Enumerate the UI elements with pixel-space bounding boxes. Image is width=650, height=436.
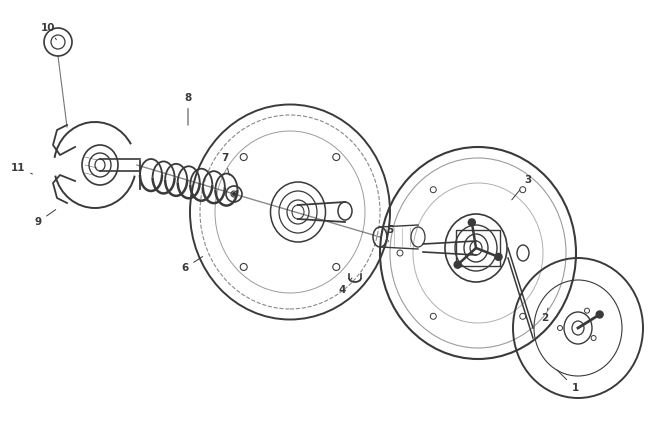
Circle shape [469, 219, 475, 226]
Text: 4: 4 [338, 278, 352, 295]
Text: 8: 8 [185, 93, 192, 125]
Text: 6: 6 [181, 256, 203, 273]
Text: 1: 1 [557, 370, 578, 393]
Text: 2: 2 [541, 308, 549, 323]
Text: 11: 11 [11, 163, 32, 174]
Text: 10: 10 [41, 23, 57, 40]
Text: 3: 3 [512, 175, 532, 200]
Text: 5: 5 [386, 225, 394, 242]
Text: 9: 9 [34, 210, 56, 227]
Circle shape [596, 311, 603, 318]
Circle shape [454, 261, 461, 268]
Circle shape [233, 193, 235, 195]
Circle shape [495, 253, 502, 260]
Text: 7: 7 [221, 153, 229, 175]
